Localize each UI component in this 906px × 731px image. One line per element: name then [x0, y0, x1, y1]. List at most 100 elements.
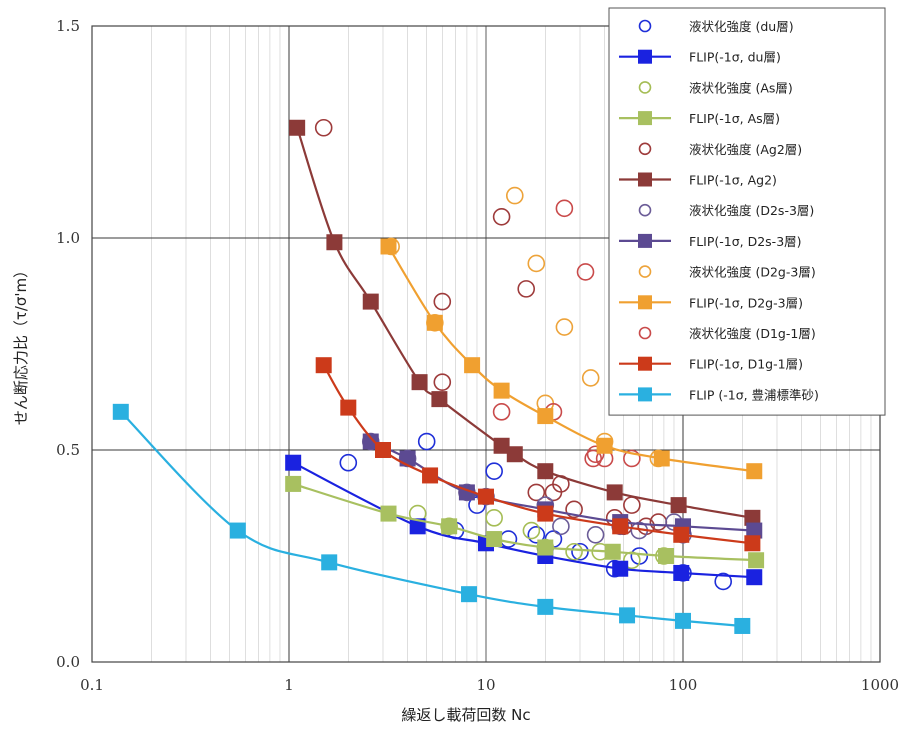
data-point-circle — [505, 186, 524, 205]
x-tick-label: 1000 — [861, 676, 899, 694]
data-point-circle — [417, 432, 436, 451]
legend-square-swatch — [638, 49, 652, 64]
y-tick-label: 1.0 — [56, 229, 80, 247]
data-point-square — [734, 617, 751, 634]
legend-label: FLIP(-1σ, As層) — [689, 111, 780, 126]
data-point-square — [112, 403, 129, 420]
legend-entry: FLIP(-1σ, D1g-1層) — [619, 356, 803, 372]
data-point-square — [748, 552, 765, 569]
data-point-square — [746, 569, 763, 586]
data-point-square — [670, 497, 687, 514]
data-point-circle — [586, 445, 605, 464]
data-point-square — [746, 522, 763, 539]
legend-label: FLIP (-1σ, 豊浦標準砂) — [689, 387, 819, 402]
data-point-square — [658, 548, 675, 564]
plot-area — [112, 118, 765, 634]
legend-entry: 液状化強度 (Ag2層) — [638, 142, 802, 157]
data-point-circle — [433, 292, 452, 311]
data-point-circle — [314, 118, 333, 137]
data-point-square — [380, 238, 397, 255]
data-point-circle — [485, 462, 503, 481]
legend-label: 液状化強度 (du層) — [689, 19, 794, 34]
legend-label: 液状化強度 (As層) — [689, 80, 793, 95]
legend-label: 液状化強度 (D2s-3層) — [689, 203, 814, 218]
legend-box — [608, 7, 886, 416]
legend-label: 液状化強度 (D1g-1層) — [689, 326, 816, 341]
data-point-circle — [527, 254, 546, 273]
data-point-square — [461, 586, 478, 603]
data-point-square — [486, 531, 503, 548]
data-point-circle — [339, 453, 358, 472]
legend-entry: FLIP(-1σ, du層) — [619, 49, 781, 65]
data-point-square — [431, 391, 448, 408]
data-point-square — [289, 119, 306, 136]
data-point-square — [744, 509, 761, 526]
data-point-square — [285, 454, 302, 471]
y-axis-title: せん断応力比（τ/σ'm） — [12, 263, 30, 425]
data-point-square — [464, 357, 481, 374]
series-11 — [315, 357, 761, 552]
legend-entry: FLIP(-1σ, Ag2) — [619, 172, 777, 188]
data-point-square — [478, 488, 494, 505]
data-point-square — [653, 450, 670, 467]
series-5 — [289, 119, 761, 526]
data-point-square — [619, 607, 636, 624]
data-point-square — [493, 382, 510, 399]
data-point-circle — [714, 572, 733, 591]
x-axis-title: 繰返し載荷回数 Nc — [401, 706, 530, 724]
data-point-square — [537, 539, 554, 556]
data-point-circle — [552, 517, 570, 536]
legend-square-swatch — [638, 233, 652, 248]
data-point-square — [340, 399, 357, 416]
data-point-square — [604, 543, 621, 560]
legend-circle-swatch — [638, 19, 652, 33]
data-point-circle — [584, 449, 602, 468]
data-point-square — [426, 314, 443, 331]
data-point-circle — [433, 373, 452, 391]
data-point-square — [374, 442, 391, 458]
data-point-square — [285, 475, 302, 492]
data-point-square — [606, 484, 623, 501]
legend-circle-swatch — [638, 203, 652, 217]
data-point-square — [362, 433, 379, 450]
data-point-circle — [586, 525, 605, 544]
data-point-square — [422, 467, 439, 484]
data-point-circle — [623, 551, 641, 570]
data-point-circle — [492, 403, 511, 421]
y-tick-label: 0.0 — [56, 653, 80, 671]
data-point-square — [746, 463, 763, 480]
data-point-square — [537, 408, 554, 425]
data-point-square — [596, 437, 613, 454]
legend-entry: FLIP (-1σ, 豊浦標準砂) — [619, 387, 819, 402]
data-point-square — [380, 505, 397, 522]
data-point-square — [441, 518, 458, 535]
legend-circle-swatch — [638, 326, 652, 340]
data-point-circle — [571, 542, 589, 561]
data-point-circle — [522, 521, 541, 540]
data-point-circle — [581, 369, 600, 387]
data-point-circle — [623, 449, 641, 468]
data-point-circle — [555, 199, 574, 218]
data-point-square — [673, 564, 690, 581]
legend-label: 液状化強度 (Ag2層) — [689, 142, 802, 157]
data-point-square — [673, 526, 690, 543]
legend-label: FLIP(-1σ, Ag2) — [689, 173, 777, 188]
legend: 液状化強度 (du層) FLIP(-1σ, du層) 液状化強度 (As層) FLIP… — [608, 7, 886, 416]
data-point-square — [321, 554, 338, 571]
x-tick-label: 1 — [284, 676, 294, 694]
data-point-square — [493, 437, 510, 454]
legend-entry: 液状化強度 (D2s-3層) — [638, 203, 814, 218]
data-point-circle — [527, 483, 546, 502]
legend-label: FLIP(-1σ, D1g-1層) — [689, 357, 803, 372]
data-point-square — [411, 374, 428, 391]
data-point-square — [506, 446, 523, 463]
legend-entry: 液状化強度 (du層) — [638, 19, 794, 34]
data-point-square — [315, 357, 332, 374]
data-point-circle — [492, 208, 511, 226]
data-point-circle — [576, 263, 595, 281]
data-point-circle — [565, 542, 583, 561]
legend-entry: 液状化強度 (D2g-3層) — [638, 265, 816, 280]
data-point-square — [537, 505, 554, 522]
legend-label: FLIP(-1σ, D2g-3層) — [689, 295, 803, 310]
